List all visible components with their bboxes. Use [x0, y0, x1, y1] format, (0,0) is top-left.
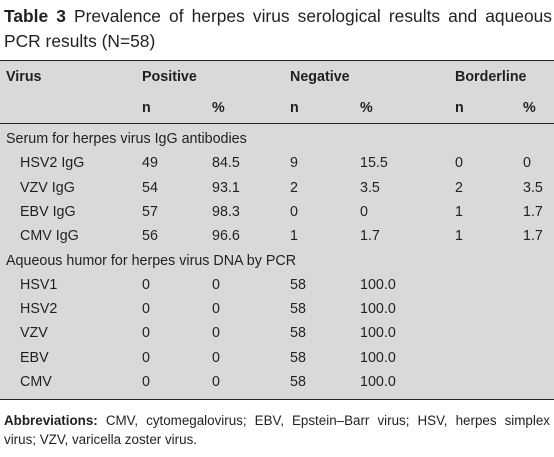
row-negative-percent: 100.0 [360, 325, 396, 342]
header-divider [0, 123, 554, 124]
row-borderline-percent: 1.7 [523, 228, 543, 245]
header-negative: Negative [290, 69, 350, 85]
row-negative-n: 58 [290, 301, 306, 318]
row-positive-percent: 84.5 [212, 155, 240, 172]
row-negative-n: 58 [290, 374, 306, 390]
footnote-text: CMV, cytomegalovirus; EBV, Epstein–Barr … [4, 413, 550, 447]
row-positive-percent: 0 [212, 276, 220, 293]
row-positive-n: 0 [142, 276, 150, 293]
subheader-percent: % [523, 100, 536, 116]
row-positive-n: 0 [142, 374, 150, 390]
row-positive-percent: 98.3 [212, 203, 240, 220]
row-borderline-percent: 3.5 [523, 179, 543, 196]
row-positive-n: 0 [142, 349, 150, 366]
row-positive-n: 56 [142, 228, 158, 245]
table-caption: Table 3 Prevalence of herpes virus serol… [4, 4, 552, 54]
row-negative-n: 58 [290, 349, 306, 366]
row-borderline-percent: 1.7 [523, 203, 543, 220]
row-virus: CMV IgG [20, 228, 79, 245]
row-negative-percent: 100.0 [360, 349, 396, 366]
row-borderline-n: 2 [455, 179, 463, 196]
row-negative-n: 58 [290, 276, 306, 293]
table-caption-text: Prevalence of herpes virus serological r… [4, 6, 552, 51]
row-virus: CMV [20, 374, 52, 390]
row-positive-percent: 96.6 [212, 228, 240, 245]
row-negative-n: 1 [290, 228, 298, 245]
row-positive-n: 57 [142, 203, 158, 220]
row-virus: VZV IgG [20, 179, 75, 196]
row-borderline-n: 1 [455, 228, 463, 245]
row-virus: HSV1 [20, 276, 58, 293]
subheader-n: n [142, 100, 151, 116]
row-positive-percent: 93.1 [212, 179, 240, 196]
row-negative-percent: 100.0 [360, 301, 396, 318]
table-footnote: Abbreviations: CMV, cytomegalovirus; EBV… [4, 411, 550, 449]
row-positive-percent: 0 [212, 301, 220, 318]
row-borderline-n: 0 [455, 155, 463, 172]
row-negative-percent: 15.5 [360, 155, 388, 172]
section-title: Aqueous humor for herpes virus DNA by PC… [6, 252, 297, 269]
row-positive-n: 0 [142, 301, 150, 318]
row-negative-percent: 100.0 [360, 276, 396, 293]
subheader-n: n [455, 100, 464, 116]
row-positive-percent: 0 [212, 325, 220, 342]
section-title: Serum for herpes virus IgG antibodies [6, 131, 247, 147]
subheader-percent: % [212, 100, 225, 116]
row-positive-n: 49 [142, 155, 158, 172]
row-positive-n: 54 [142, 179, 158, 196]
row-negative-percent: 3.5 [360, 179, 380, 196]
row-negative-n: 2 [290, 179, 298, 196]
row-positive-percent: 0 [212, 349, 220, 366]
row-negative-percent: 1.7 [360, 228, 380, 245]
row-negative-percent: 0 [360, 203, 368, 220]
row-negative-n: 9 [290, 155, 298, 172]
row-positive-n: 0 [142, 325, 150, 342]
row-virus: VZV [20, 325, 48, 342]
row-virus: HSV2 [20, 301, 58, 318]
row-virus: HSV2 IgG [20, 155, 85, 172]
row-negative-n: 58 [290, 325, 306, 342]
header-virus: Virus [6, 69, 42, 85]
row-negative-n: 0 [290, 203, 298, 220]
footnote-label: Abbreviations: [4, 413, 98, 428]
row-positive-percent: 0 [212, 374, 220, 390]
row-borderline-n: 1 [455, 203, 463, 220]
table-caption-label: Table 3 [4, 6, 66, 26]
data-table: Virus Positive Negative Borderline n% n% n% Ser… [0, 60, 554, 400]
subheader-percent: % [360, 100, 373, 116]
header-borderline: Borderline [455, 69, 527, 85]
row-virus: EBV [20, 349, 49, 366]
subheader-n: n [290, 100, 299, 116]
row-negative-percent: 100.0 [360, 374, 396, 390]
header-positive: Positive [142, 69, 197, 85]
row-borderline-percent: 0 [523, 155, 531, 172]
row-virus: EBV IgG [20, 203, 76, 220]
